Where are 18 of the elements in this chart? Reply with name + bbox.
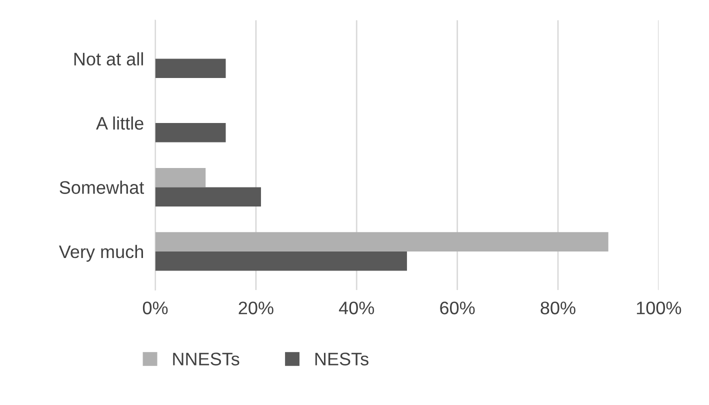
x-tick-label: 40%	[338, 302, 374, 314]
x-tick-label: 80%	[540, 302, 576, 314]
x-tick-label: 100%	[636, 302, 682, 314]
bar	[155, 123, 226, 142]
y-tick-label: A little	[96, 116, 144, 130]
y-tick-label: Not at all	[74, 52, 143, 66]
bar	[155, 168, 206, 188]
legend-label: NNESTs	[173, 352, 240, 366]
y-tick-label: Somewhat	[60, 180, 144, 194]
bar	[155, 232, 608, 252]
bar	[155, 187, 261, 206]
bar	[155, 58, 226, 78]
x-tick-label: 0%	[142, 302, 168, 314]
x-tick-label: 20%	[238, 302, 274, 314]
bar	[155, 251, 407, 271]
x-tick-label: 60%	[440, 302, 475, 314]
y-tick-label: Very much	[58, 244, 143, 262]
legend-label: NESTs	[315, 352, 368, 366]
